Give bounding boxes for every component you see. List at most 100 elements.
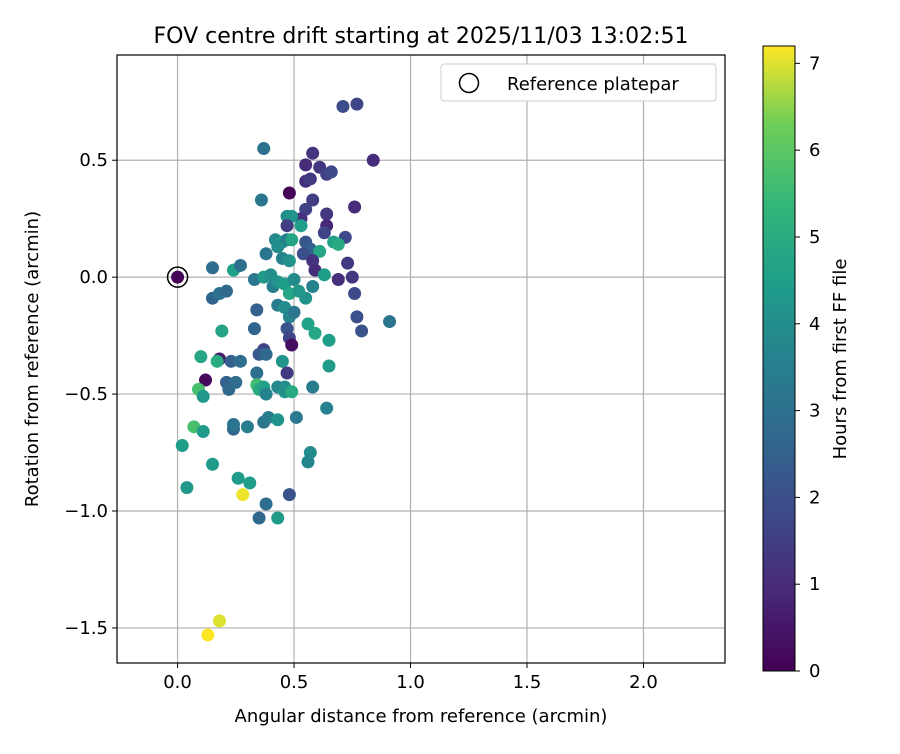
x-axis-ticks: 0.0 0.5 1.0 1.5 2.0 (163, 663, 658, 693)
data-point (280, 219, 294, 233)
data-point (336, 99, 350, 113)
data-point (345, 270, 359, 284)
colorbar-label: Hours from first FF file (830, 259, 851, 460)
data-point (254, 193, 268, 207)
x-tick-label: 1.0 (396, 672, 425, 693)
colorbar: 0 1 2 3 4 5 6 7 Hours from first FF file (762, 45, 851, 682)
data-point (355, 324, 369, 338)
x-tick-label: 0.0 (163, 672, 192, 693)
data-point (201, 628, 215, 642)
x-tick-label: 1.5 (513, 672, 542, 693)
y-axis-ticks: −1.5 −1.0 −0.5 0.0 0.5 (64, 150, 117, 639)
data-point (252, 511, 266, 525)
data-point (294, 219, 308, 233)
grid-lines (117, 55, 725, 663)
colorbar-tick-label: 7 (809, 53, 820, 74)
data-point (271, 240, 285, 254)
y-tick-label: −1.0 (64, 501, 108, 522)
data-point (282, 186, 296, 200)
data-point (350, 310, 364, 324)
data-point (229, 375, 243, 389)
data-point (240, 420, 254, 434)
data-point (206, 261, 220, 275)
data-point (299, 291, 313, 305)
data-point (247, 322, 261, 336)
colorbar-tick-label: 1 (809, 574, 820, 595)
data-point (257, 142, 271, 156)
data-point (224, 354, 238, 368)
plot-frame (116, 54, 726, 664)
data-point (320, 207, 334, 221)
data-points (166, 97, 397, 642)
data-point (317, 226, 331, 240)
data-point (287, 305, 301, 319)
colorbar-tick-label: 2 (809, 487, 820, 508)
legend: Reference platepar (440, 63, 717, 102)
data-point (301, 317, 315, 331)
data-point (331, 237, 345, 251)
data-point (341, 256, 355, 270)
data-point (250, 366, 264, 380)
data-point (194, 350, 208, 364)
data-point (210, 354, 224, 368)
data-point (289, 410, 303, 424)
colorbar-tick-label: 4 (809, 314, 820, 335)
data-point (171, 270, 185, 284)
data-point (231, 471, 245, 485)
data-point (306, 380, 320, 394)
x-tick-label: 0.5 (280, 672, 309, 693)
data-point (383, 315, 397, 329)
data-point (331, 272, 345, 286)
data-point (259, 347, 273, 361)
data-point (296, 247, 310, 261)
data-point (280, 366, 294, 380)
data-point (285, 385, 299, 399)
data-point (175, 439, 189, 453)
data-point (317, 268, 331, 282)
data-point (348, 287, 362, 301)
data-point (271, 511, 285, 525)
data-point (180, 481, 194, 495)
data-point (199, 373, 213, 387)
data-point (324, 165, 338, 179)
data-point (196, 424, 210, 438)
data-point (285, 233, 299, 247)
data-point (303, 172, 317, 186)
legend-box (440, 63, 717, 102)
legend-label: Reference platepar (507, 74, 679, 95)
data-point (282, 254, 296, 268)
data-point (233, 258, 247, 272)
data-point (322, 333, 336, 347)
colorbar-tick-label: 3 (809, 401, 820, 422)
data-point (259, 247, 273, 261)
chart-title: FOV centre drift starting at 2025/11/03 … (154, 24, 689, 49)
data-point (306, 280, 320, 294)
data-point (271, 413, 285, 427)
colorbar-tick-label: 6 (809, 140, 820, 161)
colorbar-gradient (762, 45, 796, 672)
data-point (215, 324, 229, 338)
data-point (350, 97, 364, 111)
y-tick-label: −0.5 (64, 384, 108, 405)
data-point (212, 614, 226, 628)
y-axis-label: Rotation from reference (arcmin) (22, 211, 43, 507)
reference-platepar-marker (166, 266, 189, 288)
legend-marker-icon (458, 72, 480, 94)
data-point (206, 457, 220, 471)
data-point (243, 476, 257, 490)
x-tick-label: 2.0 (629, 672, 658, 693)
data-point (285, 338, 299, 352)
data-point (299, 158, 313, 172)
y-tick-label: 0.0 (79, 267, 108, 288)
y-tick-label: −1.5 (64, 618, 108, 639)
data-point (275, 354, 289, 368)
data-point (308, 326, 322, 340)
data-point (236, 488, 250, 502)
data-point (226, 417, 240, 431)
colorbar-ticks: 0 1 2 3 4 5 6 7 (795, 53, 820, 682)
data-point (250, 303, 264, 317)
data-point (282, 488, 296, 502)
y-tick-label: 0.5 (79, 150, 108, 171)
data-point (322, 359, 336, 373)
